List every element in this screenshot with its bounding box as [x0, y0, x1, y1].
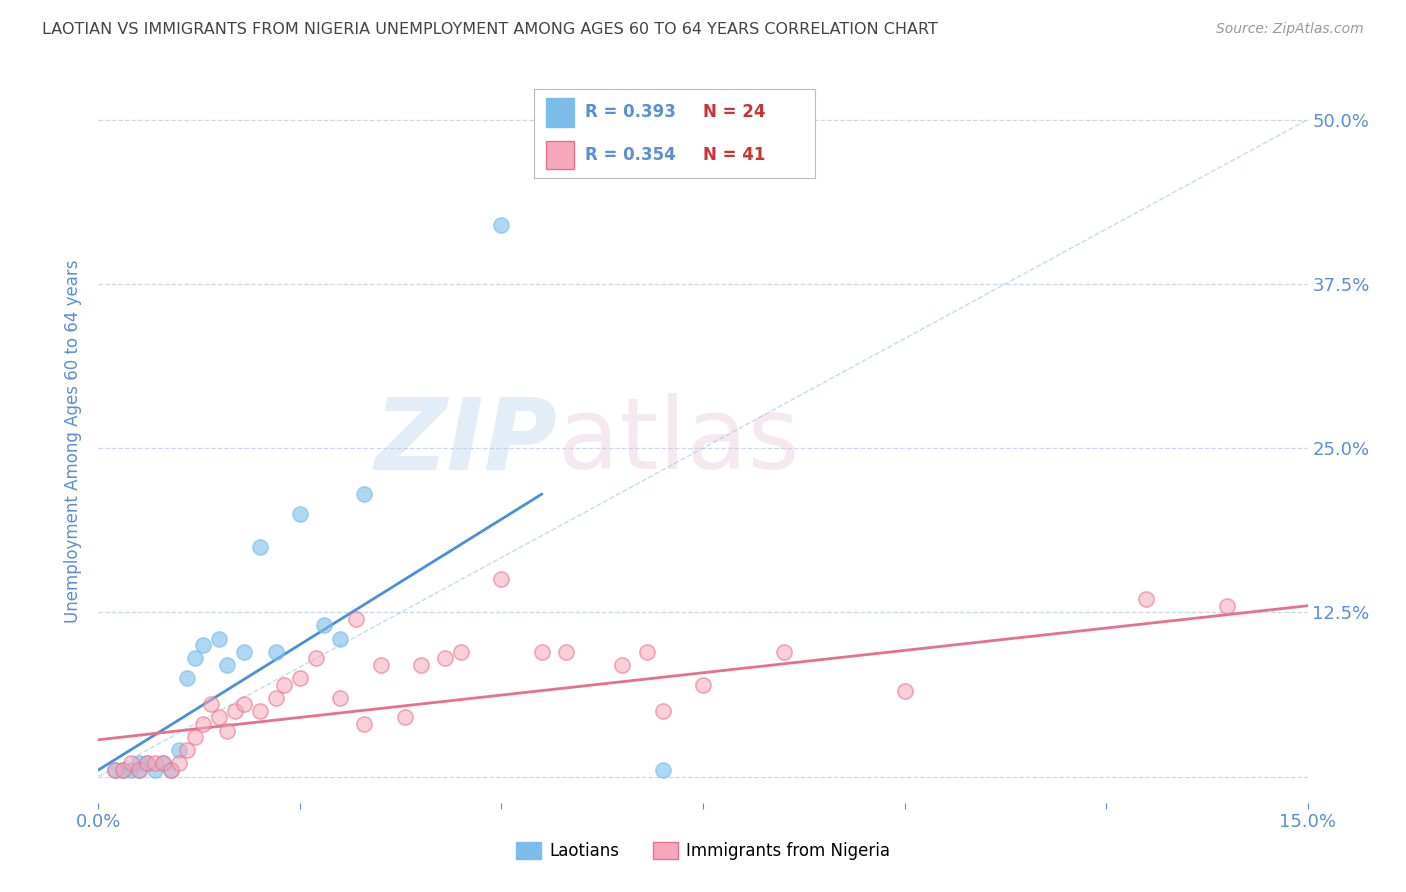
Point: [193, 717, 215, 731]
Point: [208, 710, 231, 724]
Point: [249, 540, 271, 554]
Point: [176, 743, 198, 757]
Point: [111, 763, 134, 777]
Point: [273, 677, 295, 691]
Point: [232, 698, 254, 712]
FancyBboxPatch shape: [546, 141, 574, 169]
Point: [143, 756, 166, 771]
Point: [160, 763, 183, 777]
Point: [612, 657, 634, 672]
Point: [353, 487, 375, 501]
Point: [152, 756, 174, 771]
Point: [651, 704, 673, 718]
Point: [152, 756, 174, 771]
Point: [636, 645, 658, 659]
Text: atlas: atlas: [558, 393, 800, 490]
Point: [329, 632, 352, 646]
Point: [120, 756, 142, 771]
Point: [288, 671, 311, 685]
Point: [314, 618, 336, 632]
Point: [184, 730, 207, 744]
Point: [184, 651, 207, 665]
Text: N = 24: N = 24: [703, 103, 765, 121]
Point: [128, 763, 150, 777]
Text: ZIP: ZIP: [375, 393, 558, 490]
Point: [1216, 599, 1239, 613]
Point: [193, 638, 215, 652]
Text: Source: ZipAtlas.com: Source: ZipAtlas.com: [1216, 22, 1364, 37]
Point: [305, 651, 328, 665]
Point: [530, 645, 553, 659]
Point: [208, 632, 231, 646]
Point: [111, 763, 134, 777]
Text: N = 41: N = 41: [703, 146, 765, 164]
Point: [344, 612, 367, 626]
Point: [176, 671, 198, 685]
Point: [128, 763, 150, 777]
Point: [651, 763, 673, 777]
Point: [450, 645, 472, 659]
Legend: Laotians, Immigrants from Nigeria: Laotians, Immigrants from Nigeria: [509, 835, 897, 867]
Point: [200, 698, 222, 712]
Point: [167, 756, 190, 771]
Point: [434, 651, 457, 665]
Point: [103, 763, 125, 777]
Point: [232, 645, 254, 659]
Point: [135, 756, 157, 771]
Text: R = 0.393: R = 0.393: [585, 103, 676, 121]
Point: [128, 756, 150, 771]
Point: [329, 690, 352, 705]
Point: [370, 657, 392, 672]
Point: [103, 763, 125, 777]
Text: R = 0.354: R = 0.354: [585, 146, 676, 164]
Point: [491, 573, 513, 587]
Point: [264, 690, 287, 705]
Point: [160, 763, 183, 777]
Point: [120, 763, 142, 777]
Point: [491, 218, 513, 232]
FancyBboxPatch shape: [546, 98, 574, 127]
Point: [143, 763, 166, 777]
Point: [893, 684, 915, 698]
Point: [135, 756, 157, 771]
Point: [692, 677, 714, 691]
Point: [217, 723, 239, 738]
Point: [224, 704, 246, 718]
Point: [249, 704, 271, 718]
Point: [772, 645, 794, 659]
Point: [217, 657, 239, 672]
Point: [353, 717, 375, 731]
Point: [1135, 592, 1157, 607]
Point: [264, 645, 287, 659]
Y-axis label: Unemployment Among Ages 60 to 64 years: Unemployment Among Ages 60 to 64 years: [65, 260, 83, 624]
Point: [167, 743, 190, 757]
Point: [555, 645, 578, 659]
Point: [288, 507, 311, 521]
Text: LAOTIAN VS IMMIGRANTS FROM NIGERIA UNEMPLOYMENT AMONG AGES 60 TO 64 YEARS CORREL: LAOTIAN VS IMMIGRANTS FROM NIGERIA UNEMP…: [42, 22, 938, 37]
Point: [394, 710, 416, 724]
Point: [409, 657, 432, 672]
